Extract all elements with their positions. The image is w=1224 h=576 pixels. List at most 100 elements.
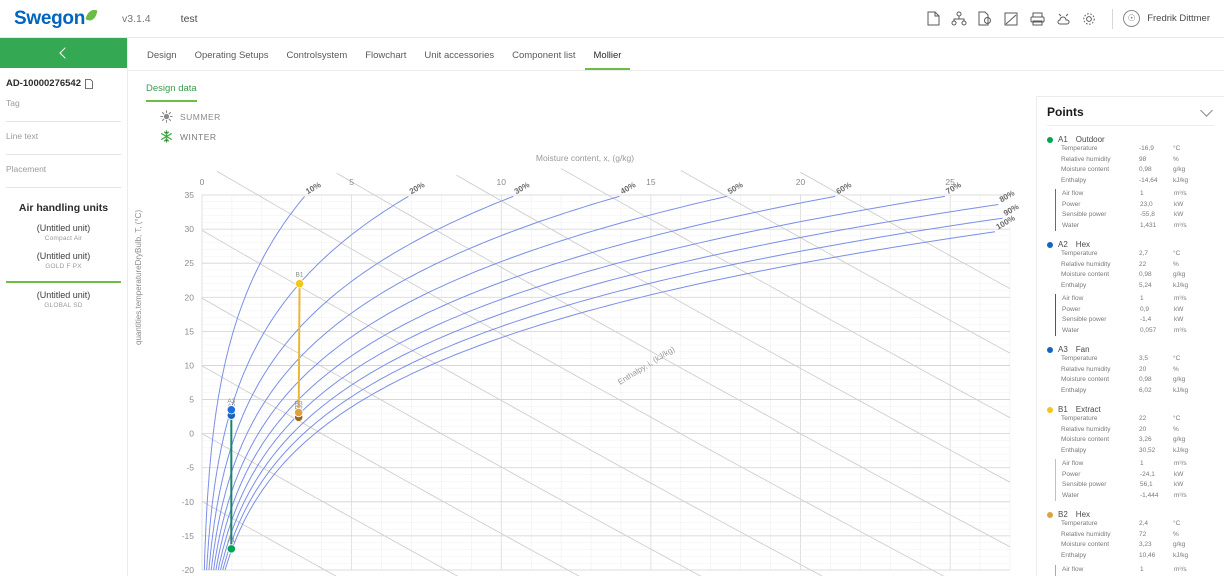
property-value: 6,02 bbox=[1139, 386, 1152, 394]
points-group-b2[interactable]: B2 Hex Temperature 2,4 °C Relative humidity 72… bbox=[1047, 510, 1214, 576]
tab-unit-accessories[interactable]: Unit accessories bbox=[424, 50, 495, 61]
tab-design-data[interactable]: Design data bbox=[146, 83, 197, 102]
chevron-down-icon[interactable] bbox=[1200, 103, 1213, 117]
project-name: test bbox=[180, 12, 198, 25]
points-panel-header: Points bbox=[1047, 103, 1214, 126]
chart-point-b1[interactable]: B1 bbox=[294, 272, 305, 289]
sub-tabs: Design data bbox=[146, 78, 197, 102]
mollier-chart: Moisture content, x, (g/kg) quantities.t… bbox=[134, 145, 1030, 576]
point-property-row: Enthalpy 30,52 kJ/kg bbox=[1047, 446, 1214, 457]
points-group-header: A2 Hex bbox=[1047, 240, 1214, 249]
property-key: Relative humidity bbox=[1061, 530, 1111, 538]
point-property-row: Enthalpy 10,46 kJ/kg bbox=[1047, 551, 1214, 562]
point-property-row: Relative humidity 20% bbox=[1047, 425, 1214, 436]
version-label: v3.1.4 bbox=[122, 12, 151, 25]
user-menu[interactable]: ☉ Fredrik Dittmer bbox=[1123, 10, 1210, 27]
document-id[interactable]: AD-10000276542 bbox=[6, 78, 121, 89]
chart-point-b3[interactable]: B3 bbox=[294, 401, 304, 418]
property-value: 22 bbox=[1139, 415, 1147, 423]
property-unit: m³/s bbox=[1174, 326, 1187, 334]
property-value: 0,98 bbox=[1139, 271, 1152, 279]
field-line-text[interactable]: Line text bbox=[6, 131, 121, 155]
property-value: 1 bbox=[1140, 190, 1144, 198]
property-unit: kW bbox=[1174, 211, 1184, 219]
property-unit: m³/s bbox=[1174, 221, 1187, 229]
point-property-row: Sensible power 56,1 kW bbox=[1056, 480, 1214, 491]
points-group-a1[interactable]: A1 Outdoor Temperature -16,9 °C Relative humi… bbox=[1047, 135, 1214, 232]
property-value: 98 bbox=[1139, 155, 1147, 163]
point-property-row: Water 0,057 m³/s bbox=[1056, 326, 1214, 337]
chart-canvas[interactable]: 10% 20% 30% 40% 50% 60% 70%80%90%100%0 5 10 15 20 2… bbox=[140, 145, 1030, 576]
property-value: 23,0 bbox=[1140, 200, 1153, 208]
document-icon[interactable] bbox=[920, 6, 946, 32]
print-icon[interactable] bbox=[1024, 6, 1050, 32]
sidebar-unit-compact-air[interactable]: (Untitled unit) Compact Air bbox=[6, 223, 121, 242]
property-key: Water bbox=[1062, 221, 1080, 229]
point-property-row: Enthalpy -14,64 kJ/kg bbox=[1047, 176, 1214, 187]
property-value: 56,1 bbox=[1140, 481, 1153, 489]
tab-mollier[interactable]: Mollier bbox=[584, 50, 631, 70]
property-unit: kW bbox=[1174, 305, 1184, 313]
document-settings-icon[interactable] bbox=[972, 6, 998, 32]
property-unit: g/kg bbox=[1173, 436, 1186, 444]
sidebar-unit-global-sd[interactable]: (Untitled unit) GLOBAL SD bbox=[6, 281, 121, 309]
point-property-row: Enthalpy 6,02 kJ/kg bbox=[1047, 386, 1214, 397]
point-property-row: Moisture content 0,98 g/kg bbox=[1047, 165, 1214, 176]
point-property-row: Relative humidity 22% bbox=[1047, 260, 1214, 271]
property-unit: °C bbox=[1173, 145, 1181, 152]
point-property-row: Relative humidity 98% bbox=[1047, 155, 1214, 166]
property-unit: kJ/kg bbox=[1173, 281, 1189, 289]
field-placement[interactable]: Placement bbox=[6, 164, 121, 188]
property-value: 0,98 bbox=[1139, 376, 1152, 384]
property-key: Relative humidity bbox=[1061, 425, 1111, 433]
property-unit: % bbox=[1173, 530, 1179, 538]
point-property-row: Moisture content 0,98 g/kg bbox=[1047, 270, 1214, 281]
point-secondary-properties: Air flow 1 m³/s Power -24,1 kW Sensible power 5… bbox=[1055, 459, 1214, 502]
avatar: ☉ bbox=[1123, 10, 1141, 27]
tab-operating-setups[interactable]: Operating Setups bbox=[194, 50, 269, 61]
property-value: 2,4 bbox=[1139, 520, 1149, 528]
chart-point-a3[interactable]: A3 bbox=[226, 398, 236, 415]
season-toggle-winter[interactable]: WINTER bbox=[160, 130, 217, 143]
tab-component-list[interactable]: Component list bbox=[512, 50, 576, 61]
sidebar-collapse-button[interactable] bbox=[0, 38, 127, 68]
point-property-row: Air flow 1 m³/s bbox=[1056, 294, 1214, 305]
points-group-b1[interactable]: B1 Extract Temperature 22 °C Relative humidit… bbox=[1047, 405, 1214, 502]
chart-point-a1[interactable]: A1 bbox=[226, 537, 236, 554]
gear-icon[interactable] bbox=[1076, 6, 1102, 32]
y-tick-label: 20 bbox=[185, 292, 195, 302]
tab-controlsystem[interactable]: Controlsystem bbox=[286, 50, 348, 61]
swegon-logo[interactable]: Swegon bbox=[14, 7, 98, 30]
y-tick-label: 15 bbox=[185, 326, 195, 336]
tab-flowchart[interactable]: Flowchart bbox=[365, 50, 407, 61]
points-list: A1 Outdoor Temperature -16,9 °C Relative humi… bbox=[1047, 135, 1214, 576]
sidebar: AD-10000276542 Tag Line text Placement A… bbox=[0, 38, 128, 576]
point-name: Outdoor bbox=[1075, 135, 1105, 144]
points-group-a2[interactable]: A2 Hex Temperature 2,7 °C Relative humidity 22… bbox=[1047, 240, 1214, 337]
point-property-row: Sensible power -1,4 kW bbox=[1056, 315, 1214, 326]
property-value: 3,23 bbox=[1139, 541, 1152, 549]
property-value: -1,4 bbox=[1140, 316, 1152, 324]
point-name: Hex bbox=[1075, 510, 1091, 520]
season-toggle-summer[interactable]: SUMMER bbox=[160, 110, 221, 123]
property-key: Water bbox=[1062, 491, 1080, 499]
property-key: Enthalpy bbox=[1061, 176, 1087, 184]
y-tick-label: -5 bbox=[186, 463, 194, 473]
property-key: Temperature bbox=[1061, 415, 1098, 423]
chart-axes: 0 5 10 15 20 25 35 30 25 20 15 10 5 0 -5 -10 -15 -20 bbox=[182, 177, 955, 575]
sidebar-unit-gold-f-px[interactable]: (Untitled unit) GOLD F PX bbox=[6, 251, 121, 270]
property-key: Enthalpy bbox=[1061, 551, 1087, 559]
season-summer-label: SUMMER bbox=[180, 111, 221, 122]
field-line-text-label: Line text bbox=[6, 131, 39, 141]
leaf-icon bbox=[85, 7, 98, 22]
unit-tree-icon[interactable] bbox=[946, 6, 972, 32]
property-key: Temperature bbox=[1061, 145, 1098, 152]
weather-icon[interactable] bbox=[1050, 6, 1076, 32]
points-group-a3[interactable]: A3 Fan Temperature 3,5 °C Relative humidity 20… bbox=[1047, 345, 1214, 396]
chart-icon[interactable] bbox=[998, 6, 1024, 32]
unit-model: Compact Air bbox=[44, 235, 83, 242]
y-tick-label: -20 bbox=[182, 565, 195, 575]
field-tag[interactable]: Tag bbox=[6, 98, 121, 122]
tab-design[interactable]: Design bbox=[147, 50, 177, 61]
